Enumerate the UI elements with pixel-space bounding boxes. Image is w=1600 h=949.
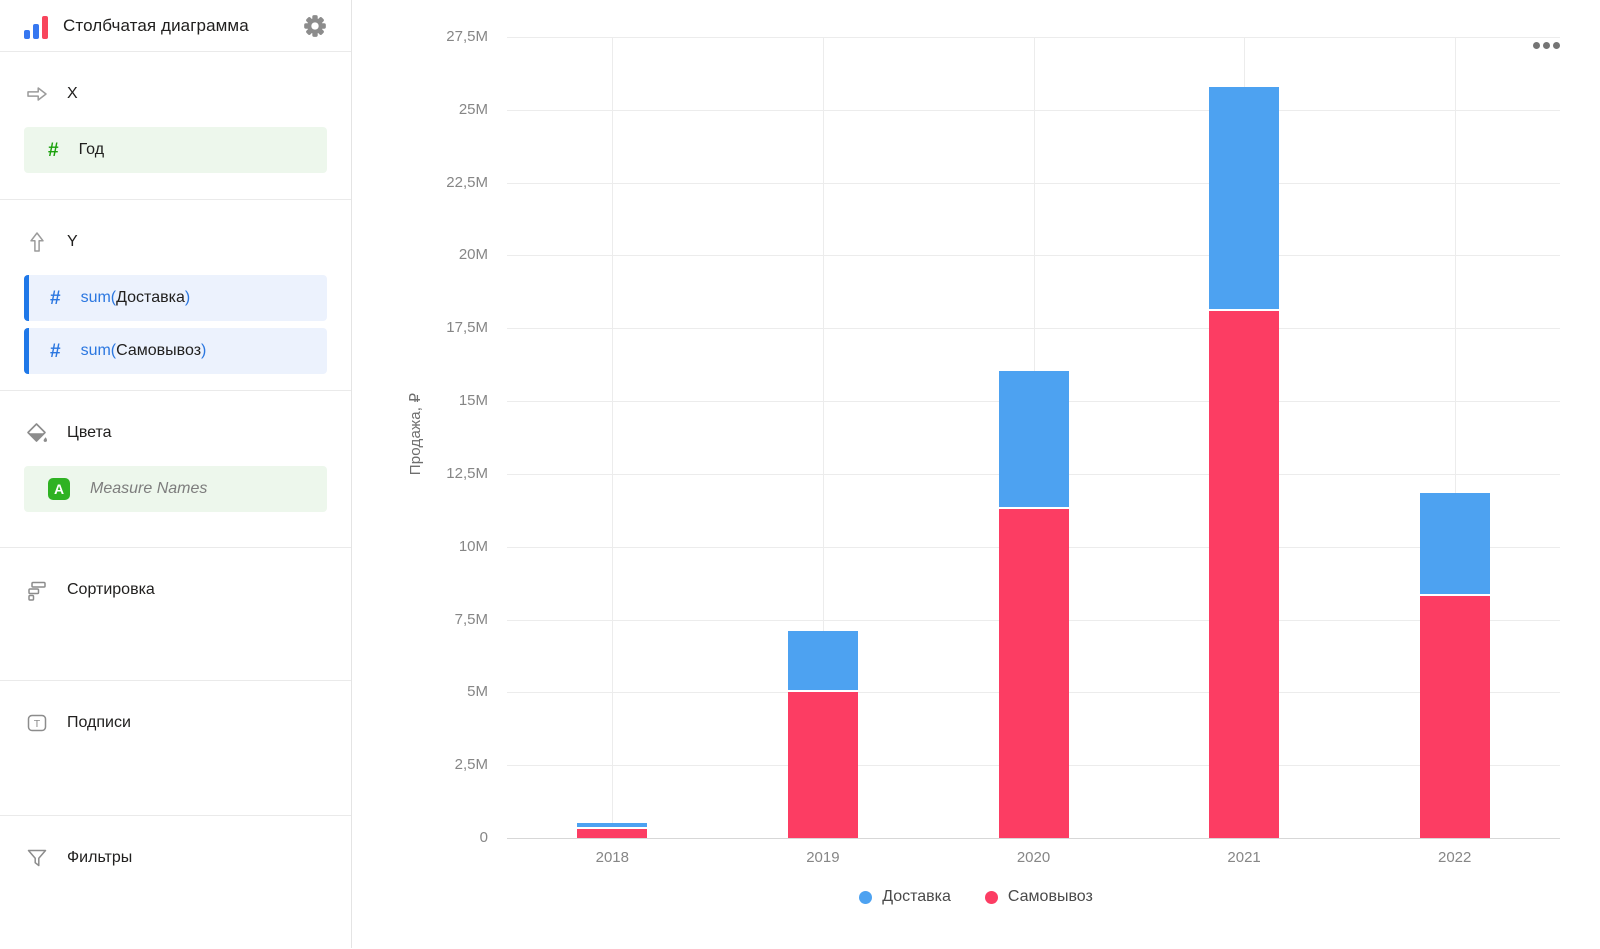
- x-tick-label: 2020: [1016, 849, 1051, 866]
- gridline-vertical: [612, 37, 614, 838]
- bar-segment[interactable]: [998, 370, 1069, 509]
- y-axis-label: Y: [67, 233, 78, 250]
- field-sum-pickup-name: sum(Самовывоз): [80, 342, 207, 359]
- colors-section-header: Цвета: [24, 419, 327, 447]
- field-sum-pickup[interactable]: # sum(Самовывоз): [24, 328, 327, 374]
- y-tick-label: 15M: [458, 392, 488, 410]
- y-tick-label: 5M: [467, 683, 488, 701]
- bar-segment[interactable]: [1209, 310, 1280, 838]
- legend-dot-icon: [859, 890, 873, 904]
- x-axis-label: X: [67, 85, 78, 102]
- arrow-right-icon: [24, 81, 50, 107]
- x-axis-section-header: X: [24, 80, 327, 108]
- filters-section: Фильтры: [0, 816, 351, 949]
- bar-segment[interactable]: [1209, 86, 1280, 311]
- field-measure-names-name: Measure Names: [90, 480, 208, 497]
- y-tick-label: 17,5M: [446, 319, 488, 337]
- colors-label: Цвета: [67, 424, 112, 441]
- field-year[interactable]: # Год: [24, 127, 327, 173]
- number-field-icon: #: [48, 139, 59, 161]
- chart-settings-sidebar: Столбчатая диаграмма X: [0, 0, 352, 948]
- filters-section-header: Фильтры: [24, 844, 327, 872]
- bar-segment[interactable]: [577, 828, 648, 838]
- y-tick-label: 7,5M: [454, 610, 488, 628]
- bar-chart-canvas: Продажа, ₽ Доставка Самовывоз 0 2,5M 5M 7,5M…: [352, 0, 1600, 948]
- field-sum-delivery[interactable]: # sum(Доставка): [24, 275, 327, 321]
- y-tick-label: 0: [479, 829, 488, 846]
- chart-legend: Доставка Самовывоз: [352, 888, 1600, 906]
- y-axis-section-header: Y: [24, 228, 327, 256]
- text-label-icon: T: [24, 710, 50, 736]
- y-tick-label: 2,5M: [454, 756, 488, 774]
- gridline-vertical: [1454, 37, 1456, 838]
- legend-dot-icon: [984, 890, 998, 904]
- y-tick-label: 10M: [458, 537, 488, 555]
- sidebar-header: Столбчатая диаграмма: [0, 0, 351, 52]
- number-field-icon: #: [50, 287, 61, 309]
- legend-label: Доставка: [882, 888, 951, 905]
- settings-gear-icon[interactable]: [301, 12, 329, 40]
- bar-segment[interactable]: [1419, 492, 1490, 597]
- bar-segment[interactable]: [787, 692, 858, 838]
- paint-bucket-icon: [24, 420, 50, 446]
- x-tick-label: 2022: [1438, 849, 1472, 866]
- filter-funnel-icon: [24, 845, 50, 871]
- y-tick-label: 27,5M: [446, 28, 488, 45]
- field-year-name: Год: [78, 141, 105, 158]
- ellipsis-icon: [1552, 41, 1560, 49]
- y-tick-label: 22,5M: [446, 173, 488, 191]
- ellipsis-icon: [1542, 41, 1550, 49]
- y-tick-label: 12,5M: [446, 464, 488, 482]
- bar-segment[interactable]: [1419, 596, 1490, 838]
- x-tick-label: 2021: [1227, 849, 1261, 866]
- colors-section: Цвета A Measure Names: [0, 391, 351, 548]
- sorting-label: Сортировка: [67, 581, 155, 598]
- x-axis-section: X # Год: [0, 52, 351, 200]
- number-field-icon: #: [50, 340, 61, 362]
- labels-section: T Подписи: [0, 681, 351, 816]
- field-measure-names[interactable]: A Measure Names: [24, 466, 327, 512]
- legend-item[interactable]: Самовывоз: [984, 888, 1093, 906]
- gridline-horizontal: [507, 838, 1560, 839]
- legend-label: Самовывоз: [1007, 888, 1093, 905]
- svg-text:T: T: [34, 718, 41, 730]
- bar-segment[interactable]: [577, 822, 648, 829]
- labels-label: Подписи: [67, 714, 131, 731]
- field-sum-delivery-name: sum(Доставка): [80, 289, 191, 306]
- legend-item[interactable]: Доставка: [859, 888, 951, 906]
- filters-label: Фильтры: [67, 849, 133, 866]
- y-tick-label: 20M: [458, 246, 488, 264]
- bar-segment[interactable]: [787, 631, 858, 693]
- sort-bars-icon: [24, 577, 50, 603]
- y-tick-label: 25M: [458, 100, 488, 118]
- y-axis-section: Y # sum(Доставка) # sum(Самовывоз): [0, 200, 351, 391]
- sorting-section: Сортировка: [0, 548, 351, 681]
- chart-more-menu-button[interactable]: [1524, 36, 1568, 54]
- chart-type-title: Столбчатая диаграмма: [63, 15, 249, 35]
- bar-segment[interactable]: [998, 508, 1069, 838]
- x-tick-label: 2019: [806, 849, 840, 866]
- gridline-vertical: [822, 37, 824, 838]
- measure-names-badge-icon: A: [48, 478, 70, 500]
- x-tick-label: 2018: [595, 849, 629, 866]
- sorting-section-header: Сортировка: [24, 576, 327, 604]
- ellipsis-icon: [1532, 41, 1540, 49]
- bar-chart-logo-icon: [24, 13, 52, 39]
- labels-section-header: T Подписи: [24, 709, 327, 737]
- arrow-up-icon: [24, 229, 50, 255]
